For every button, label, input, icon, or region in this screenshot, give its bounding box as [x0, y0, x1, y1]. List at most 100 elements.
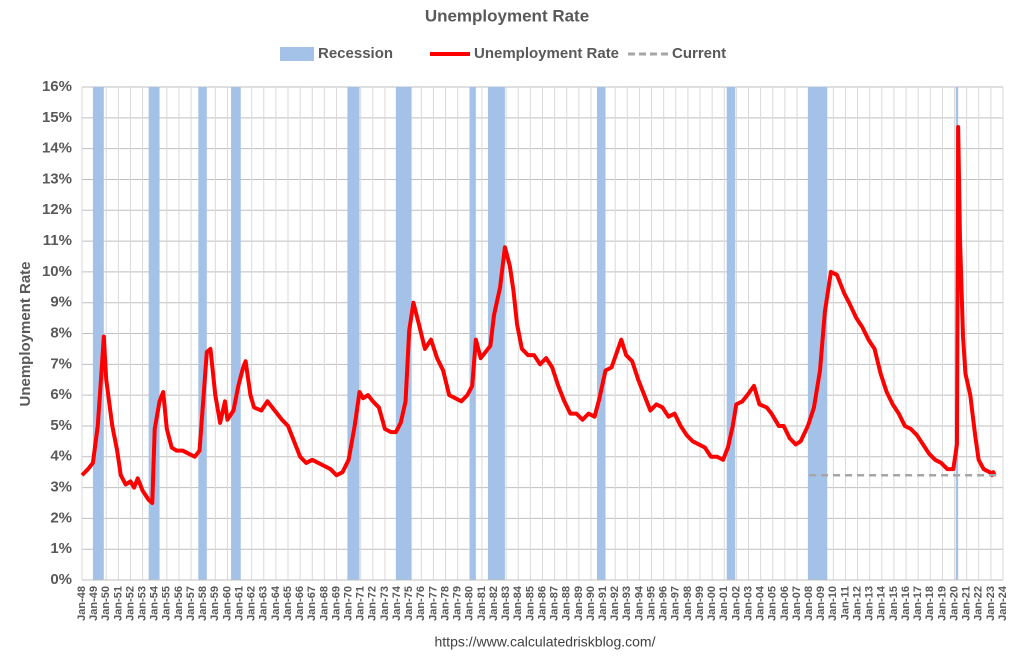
x-tick-label: Jan-78: [439, 586, 451, 621]
recession-band: [726, 87, 736, 580]
x-tick-label: Jan-69: [330, 586, 342, 621]
x-tick-label: Jan-91: [597, 586, 609, 621]
chart-title: Unemployment Rate: [425, 6, 589, 25]
x-tick-label: Jan-70: [343, 586, 355, 621]
x-tick-label: Jan-06: [779, 586, 791, 621]
recession-band: [198, 87, 207, 580]
x-tick-label: Jan-10: [827, 586, 839, 621]
recession-band: [148, 87, 160, 580]
x-tick-label: Jan-54: [149, 585, 161, 621]
x-tick-label: Jan-53: [136, 586, 148, 621]
y-axis-label: Unemployment Rate: [17, 261, 34, 406]
x-tick-label: Jan-85: [524, 586, 536, 621]
y-tick-label: 7%: [50, 355, 72, 372]
x-tick-label: Jan-65: [282, 586, 294, 621]
x-tick-label: Jan-83: [500, 586, 512, 621]
x-tick-label: Jan-90: [585, 586, 597, 621]
y-tick-label: 16%: [42, 78, 72, 95]
x-tick-label: Jan-07: [791, 586, 803, 621]
x-tick-label: Jan-64: [270, 585, 282, 621]
x-tick-label: Jan-61: [233, 586, 245, 621]
x-tick-label: Jan-08: [803, 586, 815, 621]
x-tick-label: Jan-19: [936, 586, 948, 621]
y-tick-label: 8%: [50, 324, 72, 341]
x-tick-label: Jan-59: [209, 586, 221, 621]
x-tick-label: Jan-79: [452, 586, 464, 621]
x-tick-label: Jan-49: [88, 586, 100, 621]
y-tick-label: 12%: [42, 201, 72, 218]
x-tick-label: Jan-95: [645, 586, 657, 621]
legend-label: Current: [672, 45, 726, 62]
recession-band: [92, 87, 104, 580]
x-tick-label: Jan-13: [864, 586, 876, 621]
x-tick-label: Jan-03: [742, 586, 754, 621]
y-tick-label: 11%: [43, 232, 72, 249]
recession-band: [469, 87, 476, 580]
x-tick-label: Jan-24: [997, 585, 1009, 621]
x-tick-label: Jan-63: [258, 586, 270, 621]
legend-label: Recession: [318, 45, 393, 62]
x-tick-label: Jan-11: [839, 586, 851, 620]
x-tick-label: Jan-17: [912, 586, 924, 621]
y-tick-label: 3%: [50, 479, 72, 496]
x-tick-label: Jan-12: [851, 586, 863, 621]
x-tick-label: Jan-80: [464, 586, 476, 621]
x-tick-label: Jan-89: [573, 586, 585, 621]
x-tick-label: Jan-51: [112, 586, 124, 621]
x-tick-label: Jan-93: [621, 586, 633, 621]
x-tick-label: Jan-71: [355, 586, 367, 621]
x-tick-label: Jan-57: [185, 586, 197, 621]
x-tick-label: Jan-58: [197, 586, 209, 621]
x-tick-label: Jan-67: [306, 586, 318, 621]
x-tick-label: Jan-74: [391, 585, 403, 621]
x-tick-label: Jan-77: [427, 586, 439, 621]
x-tick-label: Jan-56: [173, 586, 185, 621]
recession-band: [487, 87, 505, 580]
y-tick-label: 5%: [50, 417, 72, 434]
x-tick-label: Jan-96: [658, 586, 670, 621]
x-tick-label: Jan-82: [488, 586, 500, 621]
recession-band: [395, 87, 412, 580]
x-tick-label: Jan-72: [367, 586, 379, 621]
x-tick-label: Jan-50: [100, 586, 112, 621]
x-tick-label: Jan-00: [706, 586, 718, 621]
x-tick-label: Jan-68: [318, 586, 330, 621]
x-tick-label: Jan-76: [415, 586, 427, 621]
x-tick-label: Jan-02: [730, 586, 742, 621]
x-tick-label: Jan-09: [815, 586, 827, 621]
x-tick-label: Jan-75: [403, 586, 415, 621]
x-tick-label: Jan-48: [76, 586, 88, 621]
x-tick-label: Jan-01: [718, 586, 730, 621]
x-tick-label: Jan-22: [973, 586, 985, 621]
y-tick-label: 13%: [42, 170, 72, 187]
x-tick-label: Jan-73: [379, 586, 391, 621]
series-line: [80, 125, 997, 505]
x-tick-label: Jan-87: [549, 586, 561, 621]
y-tick-label: 6%: [50, 386, 72, 403]
x-tick-label: Jan-92: [609, 586, 621, 621]
legend-swatch: [280, 47, 314, 61]
recession-band: [347, 87, 360, 580]
y-tick-label: 0%: [50, 571, 72, 588]
recession-band: [231, 87, 241, 580]
x-tick-label: Jan-55: [161, 586, 173, 621]
lines: [80, 125, 997, 505]
x-tick-label: Jan-98: [682, 586, 694, 621]
y-tick-label: 15%: [42, 109, 72, 126]
x-tick-label: Jan-99: [694, 586, 706, 621]
y-tick-label: 1%: [50, 540, 72, 557]
x-tick-label: Jan-15: [888, 586, 900, 621]
x-tick-label: Jan-84: [512, 585, 524, 621]
legend: Recession Unemployment Rate Current: [280, 45, 726, 62]
recession-band: [597, 87, 606, 580]
x-tick-label: Jan-81: [476, 586, 488, 621]
x-tick-label: Jan-23: [985, 586, 997, 621]
x-tick-label: Jan-52: [124, 586, 136, 621]
y-tick-label: 9%: [50, 294, 72, 311]
y-tick-label: 4%: [50, 448, 72, 465]
y-tick-label: 14%: [42, 140, 72, 157]
x-tick-label: Jan-05: [767, 586, 779, 621]
y-tick-label: 2%: [50, 509, 72, 526]
x-tick-label: Jan-86: [536, 586, 548, 621]
